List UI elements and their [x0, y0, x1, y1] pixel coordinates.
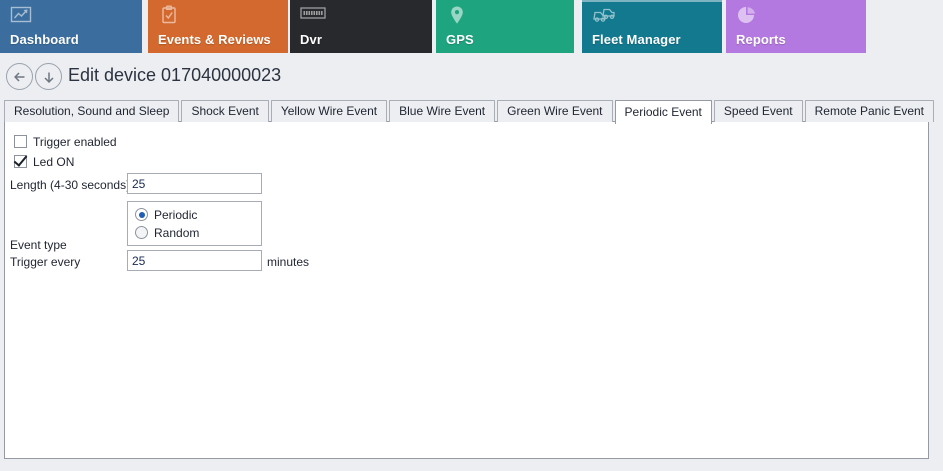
- map-pin-icon: [446, 5, 468, 25]
- vehicles-icon: [592, 5, 615, 25]
- radio-option-random[interactable]: Random: [135, 226, 199, 240]
- trigger-every-label: Trigger every: [10, 255, 81, 269]
- length-input[interactable]: [127, 173, 262, 194]
- down-arrow-icon[interactable]: [35, 63, 62, 90]
- nav-tile-label: Reports: [736, 32, 786, 47]
- nav-tile-gps[interactable]: GPS: [436, 0, 574, 53]
- radio-circle: [135, 208, 148, 221]
- nav-tile-label: Dashboard: [10, 32, 79, 47]
- tab-remote-panic-event[interactable]: Remote Panic Event: [804, 100, 934, 122]
- page-title: Edit device 017040000023: [68, 65, 282, 85]
- nav-tile-fleet-manager[interactable]: Fleet Manager: [582, 0, 722, 53]
- tab-periodic-event[interactable]: Periodic Event: [614, 100, 712, 124]
- tab-speed-event[interactable]: Speed Event: [713, 100, 803, 122]
- radio-label: Random: [154, 226, 200, 240]
- trigger-enabled-checkbox[interactable]: Trigger enabled: [14, 135, 117, 149]
- tab-blue-wire-event[interactable]: Blue Wire Event: [389, 100, 496, 122]
- tab-resolution-sound-and-sleep[interactable]: Resolution, Sound and Sleep: [4, 100, 180, 122]
- page-header: Edit device 017040000023: [0, 55, 943, 98]
- back-arrow-icon[interactable]: [6, 63, 33, 90]
- tab-shock-event[interactable]: Shock Event: [181, 100, 269, 122]
- trigger-every-input[interactable]: [127, 250, 262, 271]
- clipboard-check-icon: [158, 5, 180, 25]
- event-type-radio-group: Periodic Random: [127, 201, 262, 246]
- radio-circle: [135, 226, 148, 239]
- top-navigation-bar: Dashboard Events & Reviews Dvr: [0, 0, 943, 55]
- nav-tile-label: GPS: [446, 32, 474, 47]
- trigger-enabled-label: Trigger enabled: [33, 135, 117, 149]
- radio-label: Periodic: [154, 208, 198, 222]
- checkbox-box: [14, 135, 27, 148]
- nav-tile-dashboard[interactable]: Dashboard: [0, 0, 142, 53]
- chart-trend-icon: [10, 5, 32, 25]
- event-type-label: Event type: [10, 238, 67, 252]
- pie-chart-icon: [736, 5, 758, 25]
- led-on-checkbox[interactable]: Led ON: [14, 155, 74, 169]
- dvr-device-icon: [300, 5, 326, 25]
- trigger-every-unit-label: minutes: [267, 255, 310, 269]
- nav-tile-label: Fleet Manager: [592, 32, 681, 47]
- tab-green-wire-event[interactable]: Green Wire Event: [497, 100, 613, 122]
- nav-tile-label: Dvr: [300, 32, 322, 47]
- led-on-label: Led ON: [33, 155, 75, 169]
- nav-tile-dvr[interactable]: Dvr: [290, 0, 432, 53]
- periodic-event-form-panel: Trigger enabled Led ON Length (4-30 seco…: [4, 121, 929, 459]
- nav-tile-reports[interactable]: Reports: [726, 0, 866, 53]
- tab-strip: Resolution, Sound and Sleep Shock Event Ye…: [4, 100, 936, 124]
- radio-option-periodic[interactable]: Periodic: [135, 208, 197, 222]
- tab-yellow-wire-event[interactable]: Yellow Wire Event: [270, 100, 388, 122]
- checkbox-box: [14, 155, 27, 168]
- length-label: Length (4-30 seconds): [10, 178, 131, 192]
- nav-tile-label: Events & Reviews: [158, 32, 271, 47]
- nav-tile-events-and-reviews[interactable]: Events & Reviews: [148, 0, 288, 53]
